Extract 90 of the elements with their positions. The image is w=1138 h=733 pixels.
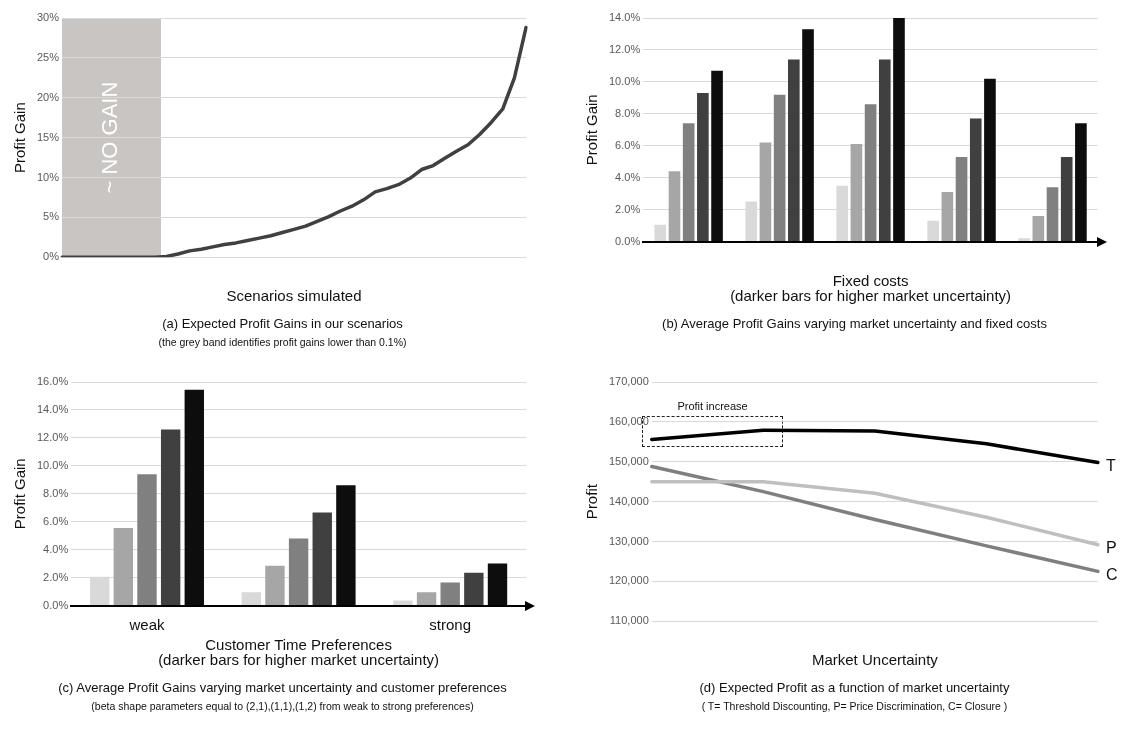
bar: [1046, 187, 1059, 241]
x-tick-label: weak: [128, 615, 165, 633]
bar: [1018, 238, 1030, 241]
y-tick-label: 4.0%: [615, 170, 641, 183]
bar: [788, 59, 800, 241]
y-tick-label: 6.0%: [615, 138, 641, 151]
bar: [697, 93, 709, 241]
bar: [288, 538, 309, 605]
series-label: T: [1106, 456, 1116, 474]
text: (beta shape parameters equal to (2,1),(1,1),(1,2) from weak to strong preferences): [90, 700, 475, 712]
x-axis-title: Market Uncertainty: [811, 651, 939, 669]
y-tick-label: 2.0%: [43, 570, 69, 583]
bar: [137, 474, 157, 605]
bar: [487, 563, 508, 605]
y-tick-label: 12.0%: [36, 430, 69, 443]
bar: [1075, 123, 1087, 241]
y-tick-label: 5%: [43, 210, 60, 223]
bar: [711, 70, 723, 241]
bar: [893, 18, 905, 241]
bar: [464, 572, 484, 605]
bar: [184, 389, 204, 605]
bar: [850, 144, 863, 241]
bar: [440, 582, 460, 605]
x-axis-title: Customer Time Preferences (darker bars for higher market uncertainty): [158, 635, 440, 669]
y-tick-label: 120,000: [609, 574, 649, 587]
bar: [241, 592, 261, 605]
y-tick-label: 15%: [36, 130, 60, 143]
y-tick-label: 10.0%: [36, 458, 69, 471]
y-axis-title: Profit: [583, 483, 601, 520]
bar: [160, 429, 181, 605]
y-tick-label: 14.0%: [36, 402, 69, 415]
bar: [312, 512, 332, 605]
bar: [969, 118, 982, 241]
x-axis-title: Fixed costs (darker bars for higher market uncertainty): [730, 271, 1012, 305]
y-tick-label: 160,000: [609, 414, 649, 427]
bar: [336, 485, 356, 605]
y-tick-label: 16.0%: [36, 375, 69, 388]
annotation: Profit increase: [677, 399, 748, 412]
text: (c) Average Profit Gains varying market uncertainty and customer preferences: [57, 680, 508, 695]
bar: [393, 600, 413, 605]
bar: [1032, 215, 1045, 241]
bar: [1060, 156, 1073, 241]
x-axis-title: Scenarios simulated: [226, 287, 362, 305]
y-tick-label: 20%: [36, 90, 60, 103]
y-axis-title: Profit Gain: [11, 102, 29, 174]
text: (b) Average Profit Gains varying market uncertainty and fixed costs: [661, 316, 1048, 331]
y-tick-label: 6.0%: [43, 514, 69, 527]
y-tick-label: 130,000: [609, 534, 649, 547]
bar: [416, 592, 437, 605]
y-axis-title: Profit Gain: [11, 458, 29, 530]
y-tick-label: 0%: [43, 250, 60, 263]
bar: [941, 192, 954, 241]
annotation: ~ NO GAIN: [97, 81, 123, 194]
bar: [927, 220, 939, 241]
y-tick-label: 30%: [36, 11, 60, 24]
bar: [802, 29, 814, 241]
series-label: C: [1106, 565, 1118, 583]
text: (a) Expected Profit Gains in our scenarios: [161, 316, 404, 331]
bar: [668, 171, 681, 241]
y-tick-label: 4.0%: [43, 542, 69, 555]
y-tick-label: 10.0%: [608, 74, 641, 87]
y-axis-title: Profit Gain: [583, 94, 601, 166]
y-tick-label: 140,000: [609, 494, 649, 507]
y-tick-label: 10%: [36, 170, 60, 183]
series-label: P: [1106, 539, 1117, 557]
y-tick-label: 8.0%: [615, 106, 641, 119]
bar: [654, 224, 667, 241]
y-tick-label: 0.0%: [615, 234, 641, 247]
text: (d) Expected Profit as a function of market uncertainty: [698, 680, 1011, 695]
y-tick-label: 0.0%: [43, 598, 69, 611]
bar: [113, 527, 134, 605]
y-tick-label: 2.0%: [615, 202, 641, 215]
y-tick-label: 12.0%: [608, 42, 641, 55]
y-tick-label: 150,000: [609, 454, 649, 467]
bar: [984, 78, 996, 241]
y-tick-label: 170,000: [609, 375, 649, 388]
x-tick-label: strong: [429, 615, 472, 633]
y-tick-label: 25%: [36, 50, 60, 63]
bar: [864, 104, 877, 241]
bar: [265, 565, 285, 605]
bar: [682, 123, 695, 241]
bar: [759, 142, 772, 241]
y-tick-label: 110,000: [609, 614, 649, 627]
text: (the grey band identifies profit gains lower than 0.1%): [157, 336, 408, 348]
bar: [773, 94, 786, 241]
text: ( T= Threshold Discounting, P= Price Discrimination, C= Closure ): [700, 700, 1009, 712]
y-tick-label: 14.0%: [608, 11, 641, 24]
y-tick-label: 8.0%: [43, 486, 69, 499]
bar: [955, 156, 968, 241]
bar: [878, 59, 891, 241]
